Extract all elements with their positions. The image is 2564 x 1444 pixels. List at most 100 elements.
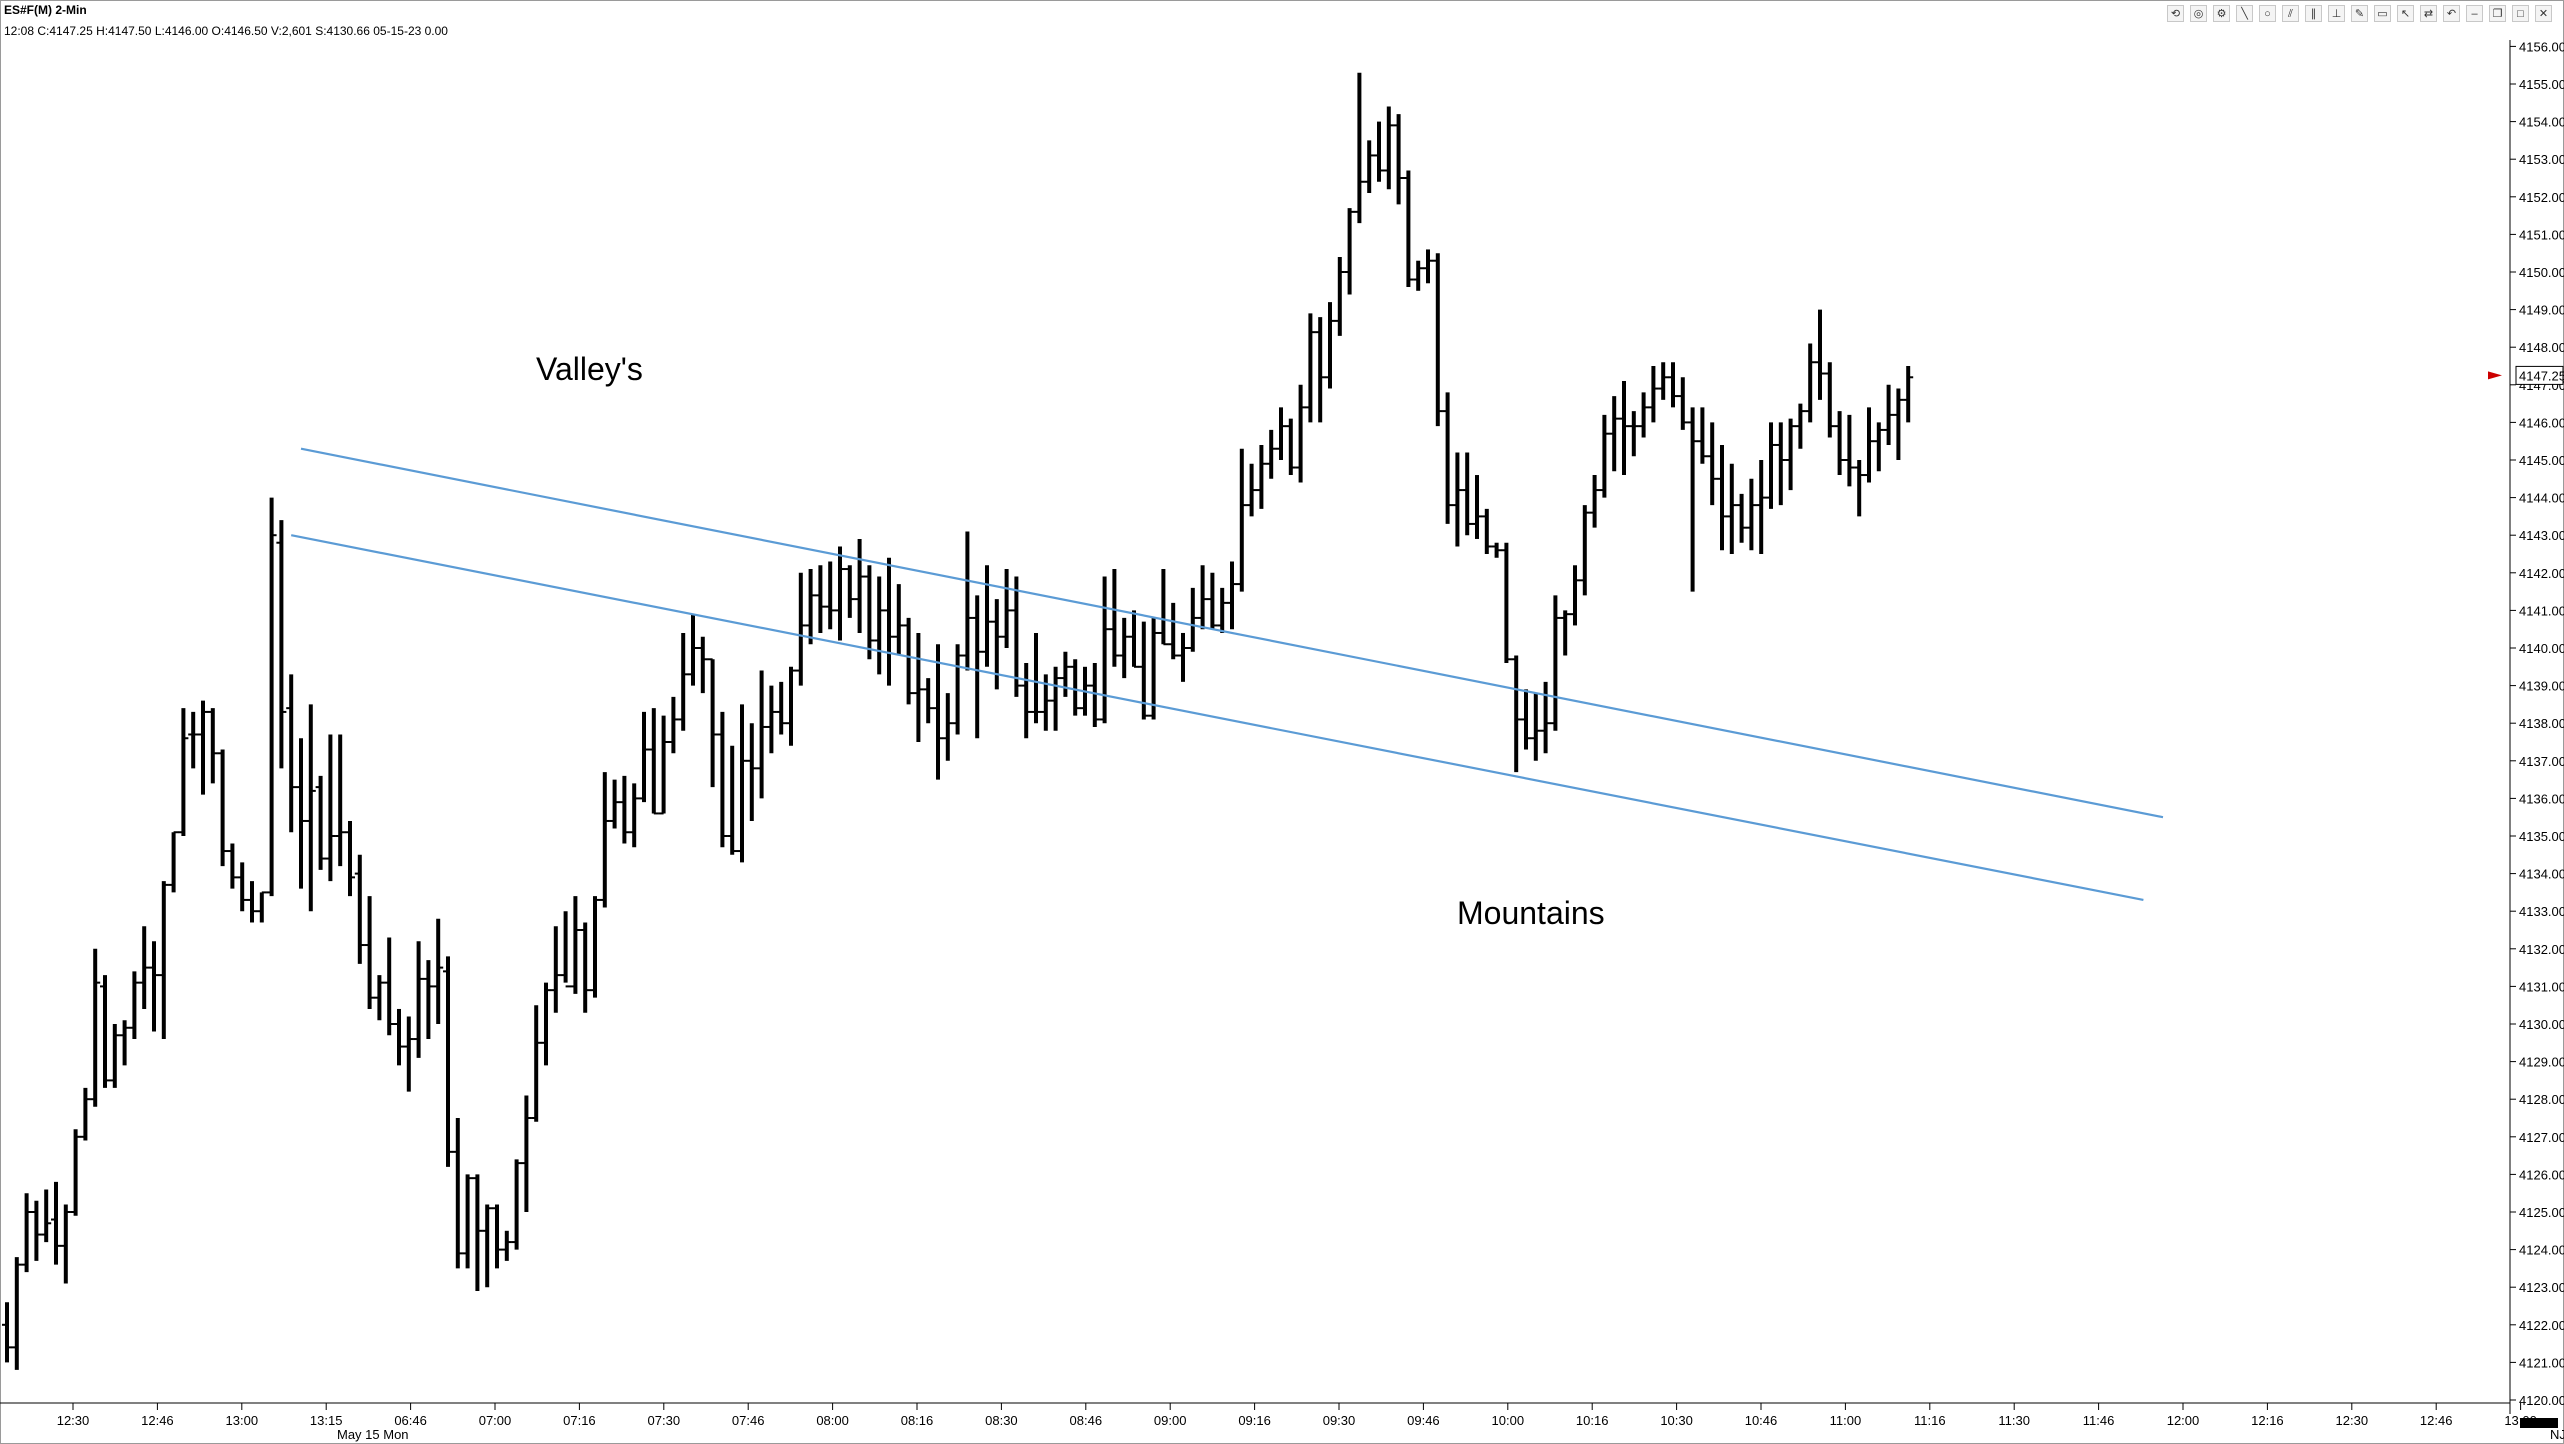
- ohlc-bar: [1462, 452, 1473, 536]
- ohlc-bar: [1148, 617, 1159, 720]
- ohlc-bar: [933, 644, 943, 780]
- annotation-valleys[interactable]: Valley's: [536, 351, 643, 387]
- ohlc-bar: [1648, 366, 1659, 423]
- ohlc-bar: [629, 783, 640, 848]
- price-tick-label: 4143.00: [2519, 528, 2564, 543]
- parallel-lines-icon[interactable]: ∥: [2305, 4, 2322, 22]
- ohlc-bar: [756, 670, 767, 799]
- ohlc-bar: [1834, 411, 1845, 476]
- ohlc-bar: [531, 1005, 542, 1122]
- ohlc-bar: [1158, 569, 1169, 646]
- ohlc-bar: [1070, 659, 1081, 716]
- ohlc-bar: [648, 708, 659, 815]
- circle-icon[interactable]: ◎: [2190, 4, 2207, 22]
- ohlc-bar: [1501, 542, 1512, 664]
- maximize-icon[interactable]: □: [2512, 4, 2529, 22]
- channel-upper-line[interactable]: [300, 447, 2164, 819]
- scroll-indicator[interactable]: [2520, 1418, 2558, 1428]
- time-tick-label: 13:15: [310, 1413, 343, 1428]
- ohlc-bar: [619, 775, 630, 844]
- ohlc-bar: [1589, 475, 1600, 528]
- ohlc-bar: [707, 658, 718, 788]
- price-tick-label: 4155.00: [2519, 77, 2564, 92]
- time-tick-label: 12:46: [141, 1413, 174, 1428]
- price-tick-label: 4136.00: [2519, 791, 2564, 806]
- time-tick-label: 12:30: [2336, 1413, 2369, 1428]
- annotation-mountains[interactable]: Mountains: [1457, 895, 1605, 931]
- ohlc-bar: [1883, 384, 1894, 445]
- cursor-icon[interactable]: ↖: [2397, 4, 2414, 22]
- ohlc-open: O:4146.50: [211, 24, 271, 38]
- ohlc-bar: [678, 632, 689, 731]
- ohlc-bar: [119, 1020, 130, 1066]
- ohlc-bars: [2, 72, 1914, 1370]
- pencil-icon[interactable]: ✎: [2351, 4, 2368, 22]
- refresh-icon[interactable]: ⟲: [2167, 4, 2184, 22]
- ohlc-bar: [1844, 414, 1855, 487]
- ohlc-bar: [913, 632, 924, 742]
- ohlc-bar: [1423, 249, 1433, 284]
- ohlc-bar: [688, 614, 698, 686]
- settings-icon[interactable]: ⚙: [2213, 4, 2230, 22]
- channel-lines[interactable]: [290, 447, 2164, 901]
- time-tick-label: 08:00: [816, 1413, 849, 1428]
- ohlc-bar: [560, 911, 571, 988]
- ohlc-bar: [786, 666, 796, 746]
- ohlc-bar: [1285, 418, 1296, 476]
- trend-line-icon[interactable]: ╲: [2236, 4, 2253, 22]
- undo-icon[interactable]: ↶: [2443, 4, 2460, 22]
- ohlc-bar: [1658, 362, 1669, 400]
- time-tick-label: 11:16: [1914, 1413, 1946, 1428]
- ohlc-bar: [1599, 414, 1610, 498]
- channel-icon[interactable]: ⫽: [2282, 4, 2299, 22]
- ohlc-bar: [286, 674, 297, 833]
- price-tick-label: 4144.00: [2519, 491, 2564, 506]
- arrows-icon[interactable]: ⇄: [2420, 4, 2437, 22]
- ohlc-bar: [198, 700, 208, 795]
- channel-lower-line[interactable]: [290, 534, 2144, 901]
- ohlc-bar: [237, 862, 248, 912]
- ohlc-bar: [374, 975, 385, 1021]
- ellipse-icon[interactable]: ○: [2259, 4, 2276, 22]
- ohlc-bar: [188, 711, 199, 769]
- ohlc-bar: [472, 1174, 483, 1291]
- price-tick-label: 4146.00: [2519, 415, 2564, 430]
- ohlc-bar: [942, 693, 953, 761]
- ohlc-bar: [1403, 170, 1414, 288]
- highlight-icon[interactable]: ▭: [2374, 4, 2391, 22]
- ohlc-bar: [90, 948, 101, 1107]
- ohlc-bar: [207, 708, 218, 784]
- ohlc-bar: [727, 745, 738, 855]
- restore-icon[interactable]: ❐: [2489, 4, 2506, 22]
- ohlc-bar: [982, 565, 992, 667]
- ohlc-bar: [639, 711, 649, 803]
- time-tick-label: 09:46: [1407, 1413, 1440, 1428]
- ohlc-bar: [1736, 493, 1747, 543]
- ohlc-bar: [149, 941, 159, 1032]
- ohlc-bar: [1697, 407, 1708, 464]
- price-tick-label: 4145.00: [2519, 453, 2564, 468]
- ohlc-bar: [717, 711, 728, 848]
- ohlc-bar: [1207, 572, 1218, 630]
- ohlc-bar: [1050, 666, 1061, 731]
- time-tick-label: 08:30: [985, 1413, 1018, 1428]
- ohlc-bar: [1756, 460, 1767, 554]
- time-tick-label: 10:00: [1492, 1413, 1525, 1428]
- ruler-icon[interactable]: ⊥: [2328, 4, 2345, 22]
- ohlc-bar: [1001, 569, 1012, 648]
- ohlc-low: L:4146.00: [154, 24, 212, 38]
- ohlc-bar: [903, 617, 914, 705]
- ohlc-bar: [697, 636, 708, 694]
- ohlc-bar: [1570, 565, 1580, 626]
- close-icon[interactable]: ✕: [2535, 4, 2552, 22]
- ohlc-bar: [1266, 429, 1277, 479]
- price-tick-label: 4149.00: [2519, 303, 2564, 318]
- ohlc-bar: [217, 749, 228, 867]
- ohlc-bar: [1432, 253, 1443, 427]
- time-tick-label: 09:00: [1154, 1413, 1187, 1428]
- ohlc-bar: [384, 937, 395, 1036]
- price-tick-label: 4153.00: [2519, 152, 2564, 167]
- price-tick-label: 4150.00: [2519, 265, 2564, 280]
- minimize-icon[interactable]: –: [2466, 4, 2483, 22]
